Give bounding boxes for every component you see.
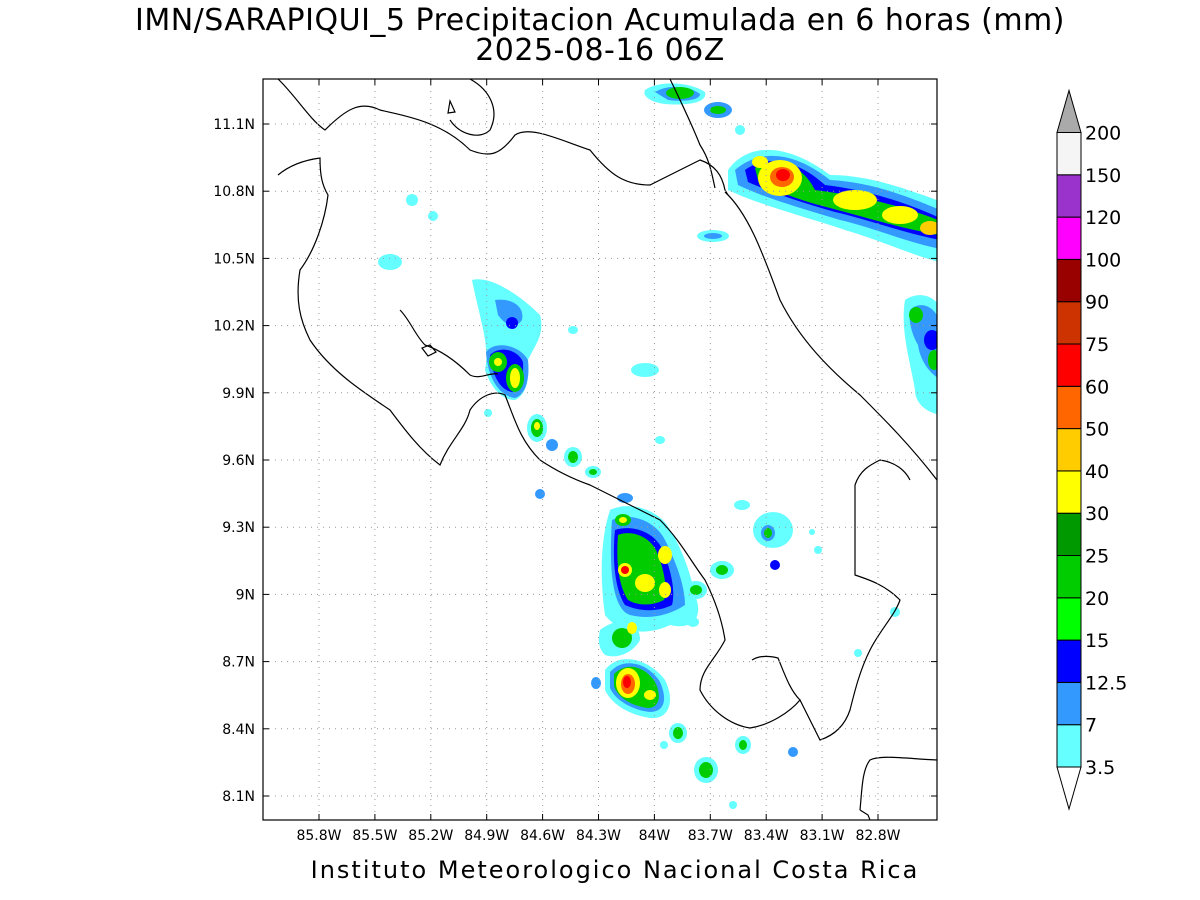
colorbar-swatch	[1056, 343, 1082, 387]
colorbar-swatch	[1056, 512, 1082, 557]
latitude-axis: 11.1N 10.8N 10.5N 10.2N 9.9N 9.6N 9.3N 9N 8.7N 8.…	[213, 117, 937, 805]
colorbar-level-label: 20	[1085, 588, 1109, 610]
small-island	[447, 98, 456, 114]
colorbar-level-label: 150	[1085, 165, 1121, 187]
colorbar-level-label: 12.5	[1085, 672, 1127, 694]
colorbar-over-arrow	[1056, 88, 1082, 133]
colorbar-swatch	[1056, 470, 1082, 514]
colorbar-swatch	[1056, 428, 1082, 472]
osa-peninsula	[751, 655, 801, 701]
colorbar-swatch	[1056, 724, 1082, 768]
colorbar-swatch	[1056, 174, 1082, 218]
colorbar-level-label: 200	[1085, 123, 1121, 145]
map-title: IMN/SARAPIQUI_5 Precipitacion Acumulada …	[135, 3, 1065, 38]
burica-coast	[859, 809, 871, 820]
lon-tick-label: 84.3W	[576, 828, 621, 844]
lat-tick-label: 9.6N	[222, 453, 255, 469]
lat-tick-label: 9.3N	[222, 520, 255, 536]
colorbar-level-label: 30	[1085, 503, 1109, 525]
northern-coast	[669, 79, 716, 189]
colorbar-level-label: 25	[1085, 546, 1109, 568]
lat-tick-label: 10.2N	[213, 319, 255, 335]
lat-tick-label: 8.7N	[222, 655, 255, 671]
colorbar-swatch	[1056, 216, 1082, 260]
caribbean-coast	[724, 191, 937, 481]
lon-tick-label: 85.8W	[296, 828, 341, 844]
colorbar-swatch	[1056, 301, 1082, 345]
map-valid-time: 2025-08-16 06Z	[475, 33, 725, 68]
lon-tick-label: 83.4W	[744, 828, 789, 844]
lat-tick-label: 10.8N	[213, 184, 255, 200]
colorbar-under-arrow	[1056, 766, 1082, 811]
lon-tick-label: 83.7W	[688, 828, 733, 844]
nicaragua-border	[277, 79, 729, 196]
lon-tick-label: 84.9W	[464, 828, 509, 844]
lat-tick-label: 9N	[236, 587, 255, 603]
pacific-coast-north	[277, 157, 911, 741]
lon-tick-label: 85.5W	[352, 828, 397, 844]
precip-band-north-east	[644, 83, 937, 262]
colorbar-level-label: 3.5	[1085, 757, 1115, 779]
map-frame	[262, 78, 938, 821]
colorbar-swatch	[1056, 597, 1082, 641]
colorbar-level-label: 40	[1085, 461, 1109, 483]
colorbar-swatch	[1056, 132, 1082, 176]
colorbar-swatch	[1056, 555, 1082, 599]
colorbar-swatch	[1056, 385, 1082, 430]
lon-tick-label: 82.8W	[855, 828, 900, 844]
lon-tick-label: 83.1W	[800, 828, 845, 844]
lake-nicaragua-shore	[449, 79, 495, 136]
lat-tick-label: 8.4N	[222, 722, 255, 738]
colorbar-level-label: 120	[1085, 207, 1121, 229]
coastlines	[277, 79, 937, 820]
precip-band-east-coast	[903, 295, 937, 414]
precip-field	[378, 83, 937, 809]
map-gridlines	[263, 79, 937, 820]
lon-tick-label: 84.6W	[520, 828, 565, 844]
nicoya-gulf	[399, 309, 499, 378]
lon-tick-label: 85.2W	[408, 828, 453, 844]
colorbar-level-label: 100	[1085, 249, 1121, 271]
colorbar-swatch	[1056, 258, 1082, 303]
colorbar-level-label: 60	[1085, 376, 1109, 398]
gulf-island	[421, 344, 437, 357]
precip-band-south	[591, 493, 900, 809]
colorbar-level-label: 50	[1085, 419, 1109, 441]
colorbar-level-label: 15	[1085, 630, 1109, 652]
colorbar-level-label: 75	[1085, 334, 1109, 356]
colorbar-level-label: 90	[1085, 292, 1109, 314]
colorbar-swatch	[1056, 681, 1082, 726]
lat-tick-label: 10.5N	[213, 251, 255, 267]
panama-border	[859, 756, 937, 811]
map-credit: Instituto Meteorologico Nacional Costa R…	[310, 856, 920, 884]
colorbar-swatch	[1056, 639, 1082, 683]
lon-tick-label: 84W	[639, 828, 671, 844]
colorbar-legend: 3.5 7 12.5 15 20 25 30 40 50 60 75 90 100 120 150 200	[1056, 88, 1127, 811]
lat-tick-label: 9.9N	[222, 386, 255, 402]
lat-tick-label: 11.1N	[213, 117, 255, 133]
longitude-axis: 85.8W 85.5W 85.2W 84.9W 84.6W 84.3W 84W 83.7W 83…	[296, 79, 901, 844]
colorbar-level-label: 7	[1085, 715, 1097, 737]
lat-tick-label: 8.1N	[222, 789, 255, 805]
